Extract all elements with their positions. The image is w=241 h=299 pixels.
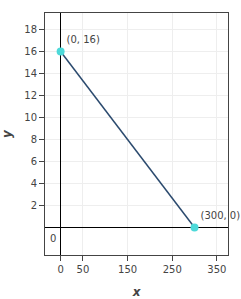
- svg-text:4: 4: [31, 178, 37, 189]
- svg-text:x: x: [132, 285, 142, 299]
- svg-text:6: 6: [31, 156, 37, 167]
- svg-text:14: 14: [24, 68, 37, 79]
- svg-text:350: 350: [207, 264, 226, 275]
- svg-text:(300, 0): (300, 0): [201, 210, 241, 221]
- svg-text:16: 16: [24, 46, 37, 57]
- svg-text:(0, 16): (0, 16): [67, 34, 100, 45]
- svg-text:10: 10: [24, 112, 37, 123]
- svg-text:0: 0: [57, 264, 63, 275]
- svg-text:150: 150: [118, 264, 137, 275]
- svg-text:18: 18: [24, 24, 37, 35]
- svg-text:y: y: [0, 129, 14, 138]
- svg-text:2: 2: [31, 200, 37, 211]
- svg-text:8: 8: [31, 134, 37, 145]
- svg-text:0: 0: [50, 233, 56, 244]
- svg-text:250: 250: [163, 264, 182, 275]
- svg-text:50: 50: [77, 264, 90, 275]
- svg-text:12: 12: [24, 90, 37, 101]
